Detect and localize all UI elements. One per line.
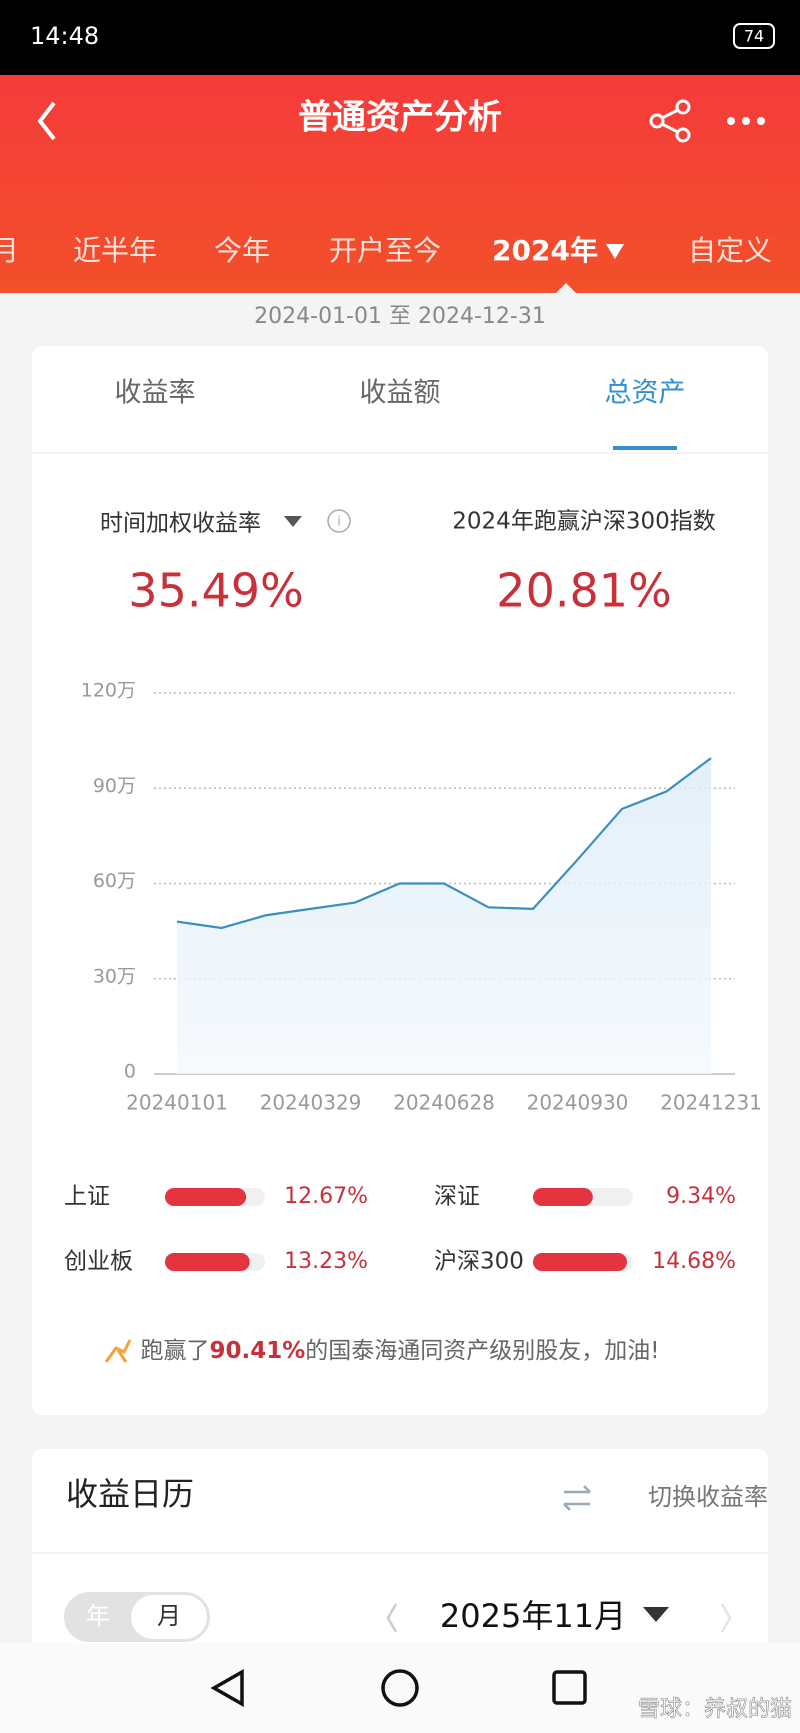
beat-highlight: 90.41%: [209, 1338, 305, 1364]
index-value: 12.67%: [284, 1184, 368, 1209]
beat-suffix: 的国泰海通同资产级别股友，加油!: [305, 1338, 659, 1364]
calendar-switch[interactable]: 切换收益率: [648, 1483, 768, 1511]
toggle-option[interactable]: 月: [157, 1602, 181, 1630]
line: [176, 757, 712, 930]
card: [32, 1449, 768, 1649]
share-button[interactable]: [649, 99, 691, 143]
index-name: 深证: [434, 1184, 480, 1210]
card-tab[interactable]: 总资产: [605, 378, 686, 409]
tab-pointer: [556, 283, 576, 293]
back-button[interactable]: [37, 101, 56, 141]
beat-prefix: 跑赢了: [140, 1338, 209, 1364]
index-value: 13.23%: [284, 1249, 368, 1274]
period-tab[interactable]: 自定义: [688, 234, 772, 267]
more-button[interactable]: [727, 117, 765, 125]
index-bar: [533, 1188, 593, 1206]
index-name: 创业板: [64, 1249, 133, 1275]
x-tick-label: 20240930: [527, 1091, 629, 1115]
status-bar: [0, 0, 800, 75]
metric-value: 35.49%: [128, 564, 303, 618]
y-tick-label: 90万: [93, 775, 136, 797]
date-range: 2024-01-01 至 2024-12-31: [254, 304, 546, 329]
period-tab[interactable]: 月: [0, 234, 19, 267]
battery: [733, 23, 775, 49]
period-tab[interactable]: 开户至今: [329, 234, 441, 267]
tab-underline: [613, 446, 677, 450]
metric-dropdown[interactable]: [284, 516, 302, 527]
nav-home[interactable]: [381, 1669, 419, 1707]
index-bar: [165, 1188, 247, 1206]
prev-month[interactable]: [386, 1603, 398, 1633]
y-tick-label: 120万: [81, 680, 136, 702]
period-tab[interactable]: 2024年: [492, 234, 598, 267]
month-dropdown[interactable]: [643, 1607, 669, 1622]
index-bar: [165, 1253, 250, 1271]
index-value: 14.68%: [652, 1249, 736, 1274]
x-tick-label: 20240101: [126, 1091, 228, 1115]
nav-back[interactable]: [210, 1668, 244, 1708]
runner-icon: [104, 1339, 132, 1363]
y-tick-label: 30万: [93, 965, 136, 987]
index-bar: [533, 1253, 627, 1271]
toggle-option[interactable]: 年: [86, 1602, 110, 1630]
y-tick-label: 60万: [93, 870, 136, 892]
period-dropdown: [606, 244, 624, 259]
battery-level: 74: [744, 27, 764, 46]
watermark: 雪球：养叔的猫: [638, 1697, 792, 1722]
info-icon[interactable]: [327, 509, 351, 533]
toggle-knob: [131, 1595, 207, 1639]
metric-value: 20.81%: [496, 564, 671, 618]
card-tab[interactable]: 收益额: [360, 378, 441, 409]
calendar-title: 收益日历: [66, 1475, 194, 1513]
info-icon: i: [337, 515, 341, 530]
time: 14:48: [30, 22, 99, 50]
next-month[interactable]: [720, 1603, 732, 1633]
index-name: 上证: [64, 1184, 110, 1210]
period-tab[interactable]: 近半年: [73, 234, 157, 267]
card: [32, 346, 768, 1415]
x-tick-label: 20241231: [660, 1091, 762, 1115]
nav-recent[interactable]: [552, 1670, 587, 1705]
x-tick-label: 20240628: [393, 1091, 495, 1115]
y-tick-label: 0: [124, 1061, 136, 1083]
metric-label: 2024年跑赢沪深300指数: [452, 509, 715, 535]
nav-bar: [0, 1643, 800, 1733]
metric-label: 时间加权收益率: [100, 511, 261, 537]
switch-icon: [563, 1485, 591, 1511]
period-tab[interactable]: 今年: [214, 234, 270, 267]
header: [0, 75, 800, 293]
x-tick-label: 20240329: [260, 1091, 362, 1115]
beat-text: 跑赢了90.41%的国泰海通同资产级别股友，加油!: [140, 1338, 659, 1364]
card-tab[interactable]: 收益率: [115, 378, 196, 409]
page-title: 普通资产分析: [298, 98, 502, 138]
calendar-month[interactable]: 2025年11月: [440, 1597, 626, 1635]
area: [177, 758, 711, 1074]
index-name: 沪深300: [434, 1249, 524, 1275]
index-value: 9.34%: [666, 1184, 736, 1209]
